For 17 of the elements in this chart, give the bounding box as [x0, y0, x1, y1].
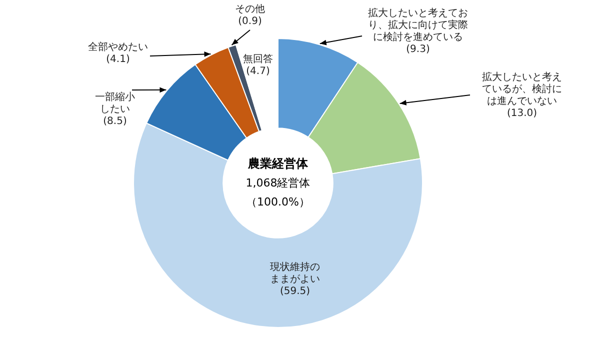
slice-label: 無回答	[243, 54, 273, 66]
slice-label: 拡大したいと考えており、拡大に向けて実際に検討を進めている	[368, 8, 468, 44]
data-label: (4.7)	[245, 66, 271, 78]
data-label: (8.5)	[102, 116, 128, 128]
slice-label: 拡大したいと考えているが、検討には進んでいない	[482, 72, 562, 108]
data-label: (0.9)	[237, 16, 263, 28]
text: 農業経営体	[247, 156, 309, 172]
data-label: (13.0)	[506, 108, 538, 120]
slice-label: 全部やめたい	[88, 42, 148, 54]
data-label: (9.3)	[405, 44, 431, 56]
text: （100.0%）	[246, 194, 310, 210]
text: 1,068経営体	[246, 176, 310, 192]
slice-label: その他	[235, 4, 265, 16]
slice-label: 一部縮小したい	[95, 92, 135, 116]
data-label: (4.1)	[105, 54, 131, 66]
slice-label: 現状維持のままがよい	[270, 262, 320, 286]
data-label: (59.5)	[278, 286, 312, 298]
